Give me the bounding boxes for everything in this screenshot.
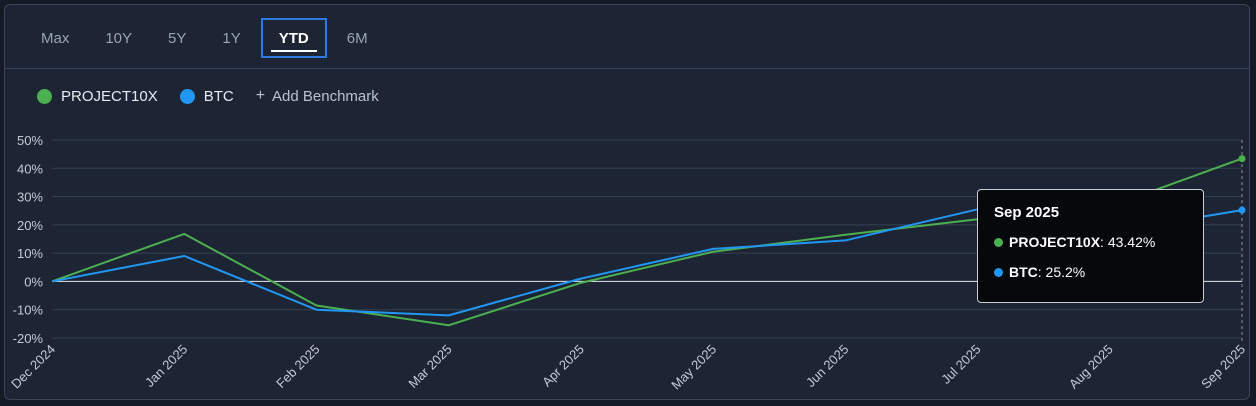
y-tick-label: -20%	[13, 331, 44, 346]
data-point	[1238, 155, 1246, 163]
x-tick-label: Dec 2024	[8, 342, 58, 392]
x-tick-label: Sep 2025	[1198, 342, 1248, 392]
legend: PROJECT10X BTC + Add Benchmark	[37, 87, 379, 105]
time-range-tabs: Max 10Y 5Y 1Y YTD 6M	[25, 17, 388, 59]
legend-item-btc[interactable]: BTC	[179, 87, 234, 105]
add-benchmark-label: Add Benchmark	[272, 87, 379, 105]
tab-1y[interactable]: 1Y	[222, 29, 241, 47]
y-tick-label: 40%	[17, 161, 43, 176]
y-tick-label: 30%	[17, 190, 43, 205]
tooltip-row-btc: BTC : 25.2%	[994, 264, 1187, 280]
tooltip-title: Sep 2025	[994, 204, 1060, 221]
tooltip-row-project10x: PROJECT10X : 43.42%	[994, 234, 1187, 250]
data-point	[1238, 206, 1246, 214]
legend-label-project10x: PROJECT10X	[61, 87, 158, 105]
tooltip-series-value: : 25.2%	[1037, 264, 1086, 280]
tab-10y[interactable]: 10Y	[105, 29, 133, 47]
y-tick-label: -10%	[13, 303, 44, 318]
tooltip-series-value: : 43.42%	[1100, 234, 1156, 250]
y-tick-label: 20%	[17, 218, 43, 233]
y-tick-label: 50%	[17, 133, 43, 148]
plus-icon: +	[255, 87, 266, 104]
x-tick-label: Jan 2025	[142, 342, 190, 390]
divider	[5, 68, 1249, 69]
x-tick-label: Jul 2025	[938, 342, 983, 387]
tab-max[interactable]: Max	[41, 29, 70, 47]
project10x-marker-icon	[994, 237, 1003, 247]
tab-ytd[interactable]: YTD	[260, 18, 327, 58]
x-tick-label: May 2025	[668, 342, 719, 393]
x-tick-label: Apr 2025	[539, 342, 587, 390]
x-tick-label: Aug 2025	[1066, 342, 1116, 392]
btc-dot-icon	[179, 88, 195, 104]
x-tick-label: Jun 2025	[803, 342, 851, 390]
tooltip-series-name: PROJECT10X	[1009, 234, 1101, 250]
tooltip: Sep 2025 PROJECT10X : 43.42% BTC : 25.2%	[977, 189, 1204, 303]
btc-marker-icon	[994, 267, 1003, 277]
tooltip-series-name: BTC	[1009, 264, 1038, 280]
tab-6m[interactable]: 6M	[346, 29, 368, 47]
add-benchmark-button[interactable]: + Add Benchmark	[256, 87, 379, 105]
legend-label-btc: BTC	[203, 87, 234, 105]
x-tick-label: Feb 2025	[273, 342, 322, 391]
legend-item-project10x[interactable]: PROJECT10X	[37, 88, 158, 105]
x-tick-label: Mar 2025	[405, 342, 454, 391]
y-tick-label: 10%	[17, 246, 43, 261]
y-tick-label: 0%	[24, 274, 43, 289]
project10x-dot-icon	[37, 88, 52, 104]
tab-5y[interactable]: 5Y	[168, 29, 187, 47]
